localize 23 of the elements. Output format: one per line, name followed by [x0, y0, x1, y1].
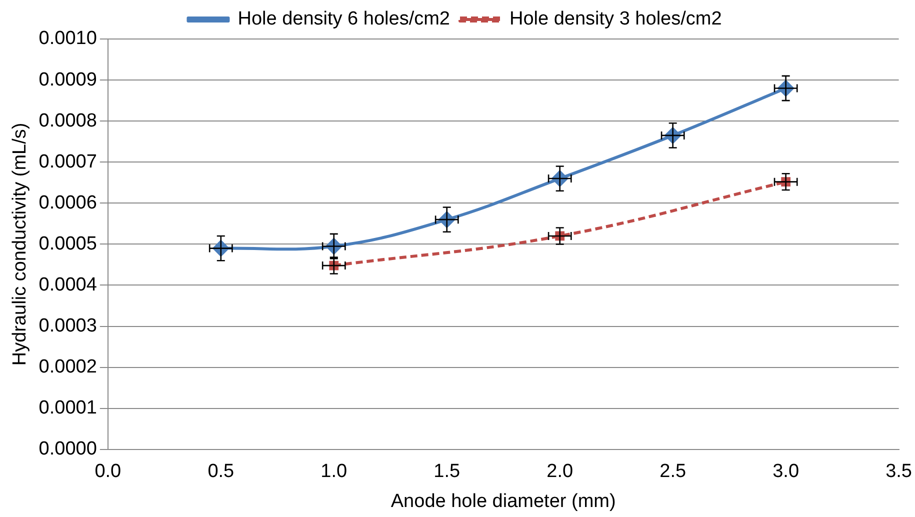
x-tick-label: 0.5 — [208, 461, 234, 482]
y-tick-label: 0.0001 — [38, 398, 97, 419]
x-tick-label: 1.5 — [434, 461, 460, 482]
x-tick-label: 2.5 — [660, 461, 686, 482]
y-tick-label: 0.0003 — [38, 316, 97, 337]
y-tick-label: 0.0009 — [38, 69, 97, 90]
legend-label: Hole density 6 holes/cm2 — [238, 8, 450, 30]
x-tick-label: 0.0 — [94, 461, 122, 482]
legend-label: Hole density 3 holes/cm2 — [510, 8, 722, 30]
x-tick-label: 2.0 — [546, 461, 574, 482]
y-tick-label: 0.0007 — [38, 151, 97, 172]
x-tick-label: 3.0 — [772, 461, 800, 482]
y-tick-label: 0.0010 — [38, 28, 97, 50]
y-tick-label: 0.0006 — [38, 192, 97, 214]
y-tick-label: 0.0004 — [38, 274, 98, 296]
y-tick-label: 0.0005 — [38, 233, 97, 254]
y-tick-label: 0.0002 — [38, 356, 97, 378]
x-tick-label: 1.0 — [320, 461, 348, 482]
y-tick-label: 0.0000 — [38, 438, 97, 460]
y-axis-title: Hydraulic conductivity (mL/s) — [10, 122, 31, 366]
x-tick-label: 3.5 — [886, 461, 912, 482]
x-axis-title: Anode hole diameter (mm) — [390, 490, 616, 512]
y-tick-label: 0.0008 — [38, 110, 97, 132]
